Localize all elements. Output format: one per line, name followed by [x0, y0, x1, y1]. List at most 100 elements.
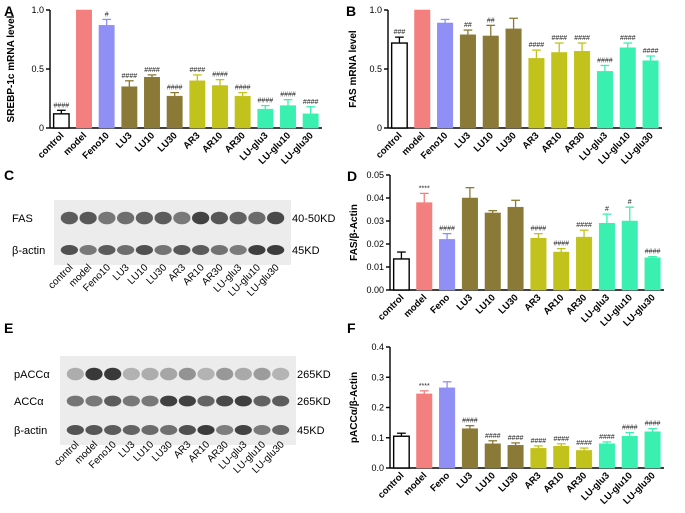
- significance-label: ####: [597, 57, 613, 64]
- significance-label: ####: [144, 67, 160, 74]
- blot-band: [173, 211, 191, 225]
- significance-label: ####: [645, 249, 661, 256]
- blot-band: [79, 211, 97, 225]
- y-tick-label: 0.2: [371, 403, 384, 413]
- blot-band: [85, 425, 103, 435]
- blot-band: [210, 211, 228, 225]
- panel-label: D: [347, 168, 357, 184]
- blot-band: [229, 211, 247, 225]
- blot-band: [197, 425, 215, 435]
- category-label: LU3: [455, 470, 475, 490]
- blot-row-label: pACCα: [14, 369, 50, 381]
- blot-band: [160, 395, 178, 407]
- significance-label: ####: [54, 102, 70, 109]
- significance-label: ####: [212, 72, 228, 79]
- significance-label: #: [105, 11, 109, 18]
- blot-band: [229, 245, 247, 255]
- panel-label: F: [347, 320, 356, 336]
- blot-band: [122, 395, 140, 407]
- y-tick-label: 0.4: [371, 342, 384, 352]
- bar-Feno10: [437, 22, 454, 129]
- blot-band: [267, 245, 285, 255]
- category-label: AR3: [181, 130, 202, 151]
- bar-AR30: [576, 450, 593, 469]
- significance-label: ###: [394, 29, 406, 36]
- significance-label: ####: [462, 418, 478, 425]
- bar-LU30: [505, 28, 522, 129]
- category-label: LU30: [156, 130, 180, 154]
- chart-panel-D: D 0.00 0.01 0.02 0.03 0.04 0.05 FAS/β-Actin cont…: [347, 168, 664, 329]
- category-label: LU30: [496, 470, 520, 494]
- bar-LU10: [484, 212, 501, 291]
- blot-band: [117, 245, 135, 255]
- significance-label: ####: [531, 226, 547, 233]
- blot-band: [160, 425, 178, 435]
- bar-LU3: [121, 86, 138, 129]
- significance-label: ####: [190, 67, 206, 74]
- category-label: control: [36, 130, 67, 161]
- blot-band: [272, 395, 290, 407]
- bar-model: [76, 9, 92, 129]
- significance-label: ##: [464, 22, 472, 29]
- significance-label: ####: [303, 99, 319, 106]
- y-axis-label: FAS/β-Actin: [349, 204, 360, 261]
- bar-LU3: [461, 428, 478, 469]
- category-label: LU30: [494, 130, 518, 154]
- panel-label: C: [4, 167, 14, 183]
- category-label: Feno: [428, 470, 452, 494]
- blot-band: [154, 245, 172, 255]
- category-label: AR3: [522, 470, 543, 491]
- category-label: AR10: [541, 292, 566, 317]
- bar-control: [392, 435, 410, 469]
- significance-label: ****: [419, 383, 430, 390]
- bar-AR10: [551, 52, 568, 129]
- blot-band: [197, 367, 215, 381]
- panel-label: B: [346, 3, 356, 19]
- bar-LU30: [166, 95, 183, 129]
- category-label: LU10: [474, 470, 498, 494]
- blot-lane-label: LU30: [145, 262, 170, 287]
- bar-LU30: [507, 445, 524, 469]
- significance-label: ####: [553, 436, 569, 443]
- panel-label: A: [4, 3, 14, 19]
- blot-band: [216, 367, 234, 381]
- significance-label: ####: [620, 35, 636, 42]
- significance-label: ####: [485, 433, 501, 440]
- significance-label: ####: [551, 35, 567, 42]
- category-label: LU3: [455, 292, 475, 312]
- category-label: LU10: [474, 292, 498, 316]
- bar-control: [52, 113, 70, 129]
- blot-band: [122, 425, 140, 435]
- bar-AR10: [212, 85, 228, 129]
- blot-band: [60, 211, 78, 225]
- bar-AR30: [576, 236, 593, 291]
- y-tick-label: 0: [39, 123, 44, 133]
- blot-band: [192, 245, 210, 255]
- blot-band: [173, 245, 191, 255]
- y-axis-label: pACCα/β-Actin: [349, 372, 360, 443]
- significance-label: ####: [643, 48, 659, 55]
- category-label: model: [402, 292, 430, 320]
- blot-band: [178, 395, 196, 407]
- bar-model: [416, 202, 433, 291]
- y-tick-label: 0.5: [369, 64, 382, 74]
- significance-label: #: [605, 206, 609, 213]
- blot-band: [135, 245, 153, 255]
- significance-label: ####: [167, 85, 183, 92]
- y-tick-label: 0.5: [31, 64, 44, 74]
- y-tick-label: 0.02: [366, 239, 384, 249]
- y-tick-label: 1.0: [31, 5, 44, 15]
- category-label: LU30: [496, 292, 520, 316]
- blot-size-label: 45KD: [297, 425, 325, 437]
- significance-label: ####: [280, 92, 296, 99]
- y-tick-label: 0.3: [371, 372, 384, 382]
- blot-band: [234, 425, 252, 435]
- y-tick-label: 0.03: [366, 216, 384, 226]
- blot-size-label: 265KD: [297, 396, 331, 408]
- bar-AR3: [528, 58, 545, 129]
- significance-label: ####: [599, 434, 615, 441]
- blot-band: [104, 395, 122, 407]
